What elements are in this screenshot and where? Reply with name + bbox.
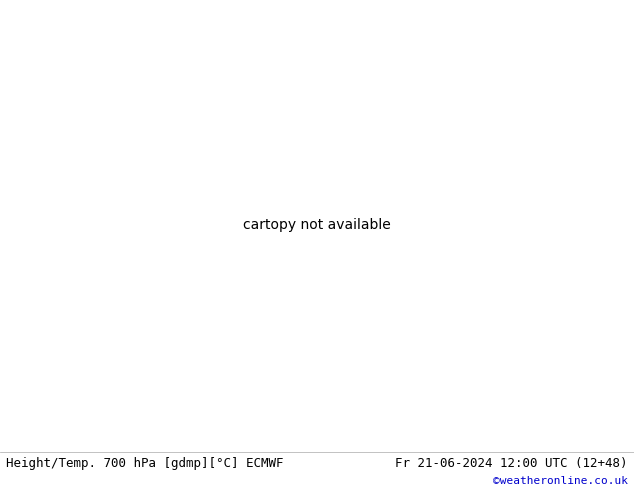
Text: Fr 21-06-2024 12:00 UTC (12+48): Fr 21-06-2024 12:00 UTC (12+48) <box>395 457 628 470</box>
Text: cartopy not available: cartopy not available <box>243 218 391 232</box>
Text: Height/Temp. 700 hPa [gdmp][°C] ECMWF: Height/Temp. 700 hPa [gdmp][°C] ECMWF <box>6 457 284 470</box>
Text: ©weatheronline.co.uk: ©weatheronline.co.uk <box>493 476 628 486</box>
